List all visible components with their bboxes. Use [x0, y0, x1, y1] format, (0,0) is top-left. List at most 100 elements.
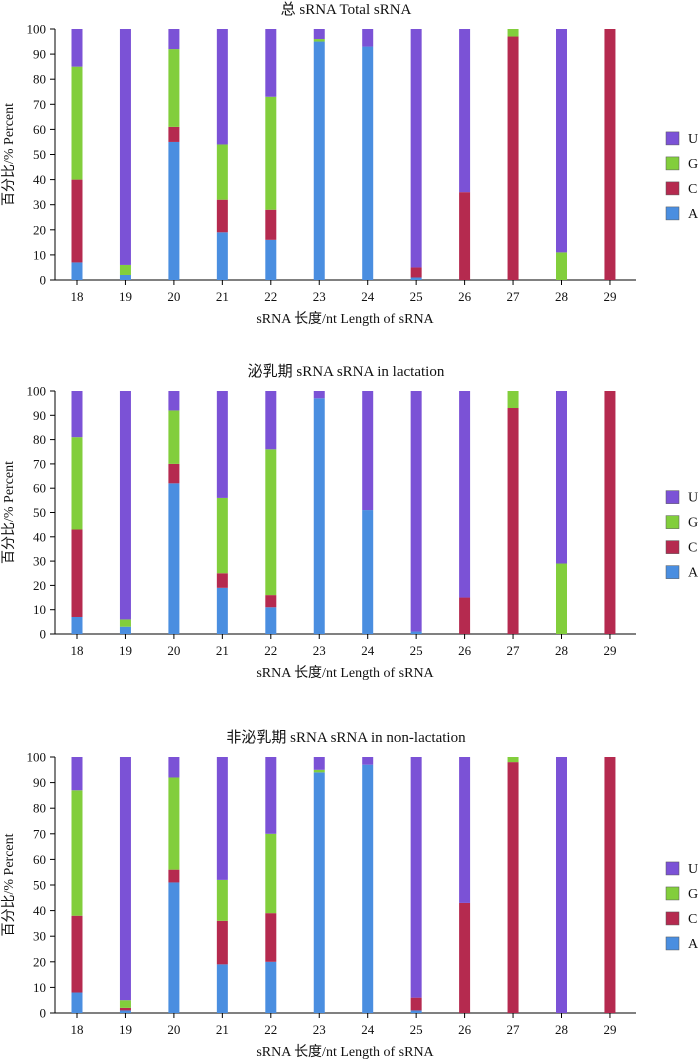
- bar-segment-U-18: [71, 29, 83, 67]
- x-tick-label: 19: [119, 1022, 132, 1037]
- y-tick-label: 30: [33, 554, 46, 569]
- legend-label-G: G: [688, 516, 698, 531]
- bar-segment-U-20: [168, 757, 180, 778]
- y-tick-label: 100: [27, 384, 47, 399]
- y-tick-label: 70: [33, 456, 46, 471]
- bar-segment-C-20: [168, 869, 180, 883]
- bar-segment-U-22: [265, 29, 277, 97]
- legend-label-C: C: [688, 182, 697, 197]
- x-tick-label: 26: [458, 1022, 472, 1037]
- bar-segment-A-23: [313, 772, 325, 1013]
- bar-segment-U-26: [459, 757, 471, 903]
- bar-segment-U-20: [168, 29, 180, 50]
- legend-swatch-U: [665, 490, 680, 504]
- bar-segment-G-22: [265, 833, 277, 914]
- bar-segment-C-19: [119, 1007, 131, 1011]
- y-tick-label: 0: [40, 1006, 47, 1021]
- legend-label-U: U: [688, 491, 698, 506]
- legend-label-C: C: [688, 912, 697, 927]
- x-tick-label: 25: [410, 643, 423, 658]
- bar-segment-U-19: [119, 757, 131, 1001]
- y-tick-label: 30: [33, 197, 46, 212]
- y-tick-label: 90: [33, 408, 46, 423]
- x-tick-label: 27: [507, 1022, 521, 1037]
- bar-segment-G-18: [71, 437, 83, 530]
- y-tick-label: 20: [33, 954, 46, 969]
- x-tick-label: 26: [458, 643, 472, 658]
- bar-segment-U-22: [265, 391, 277, 450]
- bar-segment-G-22: [265, 449, 277, 596]
- legend-swatch-A: [665, 936, 680, 951]
- x-axis-label: sRNA 长度/nt Length of sRNA: [256, 1044, 434, 1060]
- x-tick-label: 29: [603, 289, 616, 304]
- x-tick-label: 27: [507, 643, 521, 658]
- bar-segment-A-24: [362, 764, 374, 1013]
- bar-segment-A-20: [168, 483, 180, 634]
- legend-swatch-G: [665, 156, 680, 171]
- y-tick-label: 50: [33, 147, 46, 162]
- y-tick-label: 40: [33, 172, 46, 187]
- y-tick-label: 10: [33, 602, 46, 617]
- legend-swatch-G: [665, 515, 680, 529]
- bar-segment-U-23: [313, 29, 325, 40]
- x-tick-label: 21: [216, 643, 229, 658]
- legend-label-A: A: [688, 566, 699, 581]
- bar-segment-C-29: [604, 757, 616, 1013]
- x-tick-label: 23: [313, 643, 326, 658]
- x-tick-label: 28: [555, 1022, 568, 1037]
- bar-segment-A-21: [216, 964, 228, 1013]
- bar-segment-C-25: [410, 267, 422, 278]
- bar-segment-A-19: [119, 274, 131, 280]
- y-tick-label: 50: [33, 878, 46, 893]
- legend-swatch-C: [665, 181, 680, 196]
- bar-segment-C-20: [168, 126, 180, 142]
- x-tick-label: 25: [410, 1022, 423, 1037]
- bar-segment-C-27: [507, 762, 519, 1013]
- chart-panel-3: 非泌乳期 sRNA sRNA in non-lactation 0 10 20 30 40…: [1, 729, 699, 1060]
- x-tick-label: 24: [361, 1022, 375, 1037]
- y-tick-label: 50: [33, 505, 46, 520]
- legend-label-A: A: [688, 937, 699, 952]
- bar-segment-C-22: [265, 209, 277, 240]
- x-tick-label: 27: [507, 289, 521, 304]
- x-tick-label: 26: [458, 289, 472, 304]
- y-tick-label: 70: [33, 97, 46, 112]
- bar-segment-A-21: [216, 587, 228, 634]
- chart-title: 非泌乳期 sRNA sRNA in non-lactation: [226, 729, 466, 746]
- x-tick-label: 25: [410, 289, 423, 304]
- y-tick-label: 80: [33, 432, 46, 447]
- x-tick-label: 24: [361, 643, 375, 658]
- bar-segment-C-27: [507, 408, 519, 634]
- bar-segment-U-19: [119, 29, 131, 265]
- bar-segment-G-20: [168, 49, 180, 127]
- bar-segment-C-21: [216, 573, 228, 588]
- y-tick-label: 100: [27, 750, 47, 765]
- bar-segment-A-19: [119, 626, 131, 634]
- bar-segment-A-18: [71, 616, 83, 634]
- x-tick-label: 21: [216, 1022, 229, 1037]
- bar-segment-C-18: [71, 915, 83, 993]
- x-axis-label: sRNA 长度/nt Length of sRNA: [256, 311, 434, 327]
- y-tick-label: 60: [33, 122, 46, 137]
- legend-label-C: C: [688, 541, 697, 556]
- bar-segment-U-18: [71, 391, 83, 438]
- bar-segment-U-25: [410, 391, 422, 632]
- bar-segment-U-23: [313, 757, 325, 770]
- bar-segment-C-22: [265, 595, 277, 608]
- bar-segment-C-21: [216, 920, 228, 965]
- y-tick-label: 80: [33, 801, 46, 816]
- bar-segment-U-21: [216, 29, 228, 145]
- bar-segment-C-25: [410, 997, 422, 1011]
- y-tick-label: 80: [33, 72, 46, 87]
- x-tick-label: 19: [119, 643, 132, 658]
- bar-segment-A-23: [313, 398, 325, 634]
- bar-segment-A-25: [410, 277, 422, 280]
- bar-segment-U-21: [216, 391, 228, 498]
- bar-segment-C-20: [168, 463, 180, 484]
- bar-segment-A-24: [362, 510, 374, 634]
- y-tick-label: 10: [33, 247, 46, 262]
- bar-segment-U-20: [168, 391, 180, 411]
- x-tick-label: 28: [555, 643, 568, 658]
- bar-segment-G-27: [507, 391, 519, 409]
- x-tick-label: 18: [71, 1022, 84, 1037]
